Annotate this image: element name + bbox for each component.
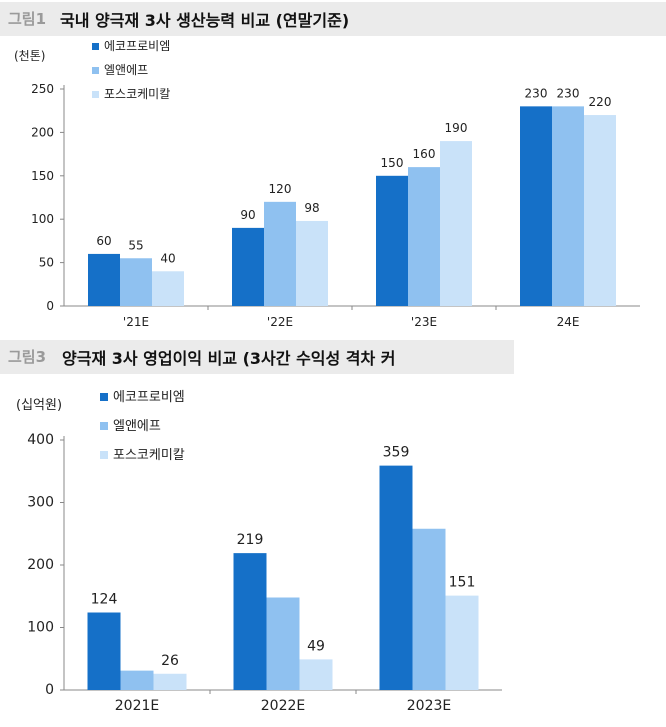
capacity-legend-swatch-2 — [92, 67, 99, 74]
profit-bar-3 — [153, 673, 187, 690]
capacity-data-label: 220 — [589, 95, 612, 109]
profit-y-tick-label: 100 — [27, 620, 54, 636]
profit-data-label: 151 — [449, 575, 476, 591]
capacity-y-tick-label: 50 — [39, 256, 54, 270]
profit-data-label: 219 — [237, 532, 264, 548]
capacity-data-label: 230 — [525, 86, 548, 100]
capacity-data-label: 40 — [160, 251, 175, 265]
profit-legend-swatch-2 — [100, 422, 108, 430]
capacity-data-label: 160 — [413, 147, 436, 161]
profit-legend-swatch-3 — [100, 451, 108, 459]
profit-data-label: 49 — [307, 638, 325, 654]
capacity-legend-label-2: 엘앤에프 — [104, 63, 148, 77]
profit-bar-1 — [87, 612, 121, 690]
figure3-title: 양극재 3사 영업이익 비교 (3사간 수익성 격차 커 — [62, 349, 396, 368]
capacity-bar-1 — [520, 106, 552, 306]
profit-x-tick-label: 2021E — [115, 698, 159, 714]
profit-bar-1 — [379, 465, 413, 690]
profit-bar-2 — [266, 597, 300, 690]
capacity-bar-2 — [408, 167, 440, 306]
capacity-y-tick-label: 250 — [31, 82, 54, 96]
capacity-x-tick-label: '23E — [411, 315, 437, 329]
capacity-y-tick-label: 200 — [31, 125, 54, 139]
capacity-x-tick-label: '22E — [267, 315, 293, 329]
capacity-legend-swatch-1 — [92, 43, 99, 50]
figure1-title: 국내 양극재 3사 생산능력 비교 (연말기준) — [60, 11, 350, 30]
capacity-bar-2 — [552, 106, 584, 306]
profit-y-tick-label: 300 — [27, 495, 54, 511]
profit-legend-swatch-1 — [100, 393, 108, 401]
figure3-header: 그림3 양극재 3사 영업이익 비교 (3사간 수익성 격차 커 — [0, 340, 514, 374]
capacity-bar-3 — [152, 271, 184, 306]
capacity-legend-label-1: 에코프로비엠 — [104, 39, 170, 53]
capacity-bar-1 — [232, 227, 264, 306]
capacity-unit-label: (천톤) — [14, 48, 45, 63]
profit-bar-3 — [299, 659, 333, 690]
profit-data-label: 124 — [91, 592, 118, 608]
profit-legend-label-1: 에코프로비엠 — [113, 390, 185, 405]
profit-unit-label: (십억원) — [16, 398, 62, 413]
capacity-y-tick-label: 100 — [31, 212, 54, 226]
capacity-bar-2 — [120, 258, 152, 306]
profit-data-label: 359 — [383, 445, 410, 461]
capacity-x-tick-label: 24E — [557, 315, 580, 329]
capacity-data-label: 190 — [445, 121, 468, 135]
capacity-data-label: 230 — [557, 86, 580, 100]
profit-bar-2 — [412, 528, 446, 690]
capacity-y-tick-label: 150 — [31, 169, 54, 183]
profit-x-tick-label: 2023E — [407, 698, 451, 714]
capacity-legend-swatch-3 — [92, 91, 99, 98]
figure1-number: 그림1 — [8, 10, 47, 28]
capacity-data-label: 55 — [128, 238, 143, 252]
capacity-bar-3 — [296, 220, 328, 306]
capacity-bar-3 — [584, 115, 616, 306]
profit-x-tick-label: 2022E — [261, 698, 305, 714]
capacity-bar-3 — [440, 141, 472, 306]
profit-y-tick-label: 200 — [27, 557, 54, 573]
capacity-data-label: 120 — [269, 182, 292, 196]
profit-bar-2 — [120, 670, 154, 690]
profit-y-tick-label: 400 — [27, 432, 54, 448]
figure1-header: 그림1 국내 양극재 3사 생산능력 비교 (연말기준) — [0, 2, 666, 36]
profit-y-tick-label: 0 — [45, 682, 54, 698]
profit-legend-label-2: 엘앤에프 — [113, 419, 161, 434]
capacity-x-tick-label: '21E — [123, 315, 149, 329]
capacity-bar-1 — [88, 253, 120, 306]
capacity-data-label: 60 — [96, 234, 111, 248]
capacity-bar-2 — [264, 201, 296, 306]
capacity-y-tick-label: 0 — [46, 299, 54, 313]
profit-bar-3 — [445, 595, 479, 690]
capacity-data-label: 90 — [240, 208, 255, 222]
capacity-data-label: 98 — [304, 201, 319, 215]
profit-data-label: 26 — [161, 653, 179, 669]
capacity-legend-label-3: 포스코케미칼 — [104, 87, 170, 101]
figure3-number: 그림3 — [8, 348, 47, 366]
capacity-data-label: 150 — [381, 156, 404, 170]
capacity-bar-1 — [376, 175, 408, 306]
profit-legend-label-3: 포스코케미칼 — [113, 448, 185, 463]
profit-bar-1 — [233, 553, 267, 690]
